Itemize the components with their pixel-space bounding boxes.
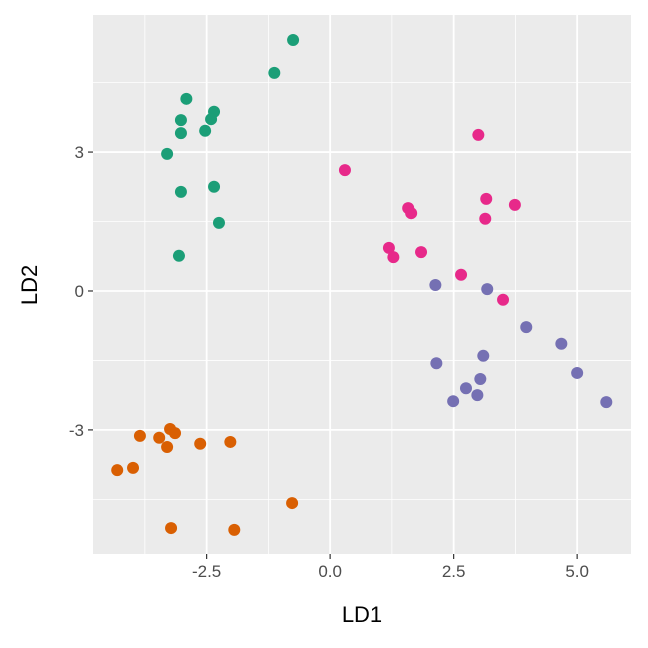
group-purple-point [477, 349, 490, 362]
group-green-point [172, 249, 185, 262]
group-green-point [199, 124, 212, 137]
y-axis-title: LD2 [17, 265, 42, 305]
group-orange-point [127, 461, 140, 474]
x-tick-label: -2.5 [192, 562, 221, 581]
group-magenta-point [338, 164, 351, 177]
group-orange-point [161, 441, 174, 454]
group-magenta-point [508, 198, 521, 211]
group-purple-point [471, 389, 484, 402]
group-green-point [208, 180, 221, 193]
group-orange-point [194, 437, 207, 450]
group-magenta-point [455, 268, 468, 281]
gridlines [93, 15, 631, 554]
group-magenta-point [472, 128, 485, 141]
group-green-point [268, 66, 281, 79]
group-magenta-point [405, 207, 418, 220]
group-orange-point [133, 429, 146, 442]
group-purple-point [447, 395, 460, 408]
group-purple-point [430, 357, 443, 370]
x-tick-label: 2.5 [442, 562, 466, 581]
group-green-point [174, 114, 187, 127]
group-purple-point [600, 396, 613, 409]
group-orange-point [153, 431, 166, 444]
y-tick-label: 0 [75, 282, 84, 301]
group-green-point [180, 92, 193, 105]
group-orange-point [286, 497, 299, 510]
x-axis-title: LD1 [342, 602, 382, 627]
group-magenta-point [387, 251, 400, 264]
group-purple-point [520, 321, 533, 334]
panel-background [93, 15, 631, 554]
group-green-point [205, 113, 218, 126]
group-green-point [161, 147, 174, 160]
group-purple-point [571, 366, 584, 379]
group-orange-point [111, 464, 124, 477]
group-purple-point [429, 278, 442, 291]
group-green-point [212, 216, 225, 229]
x-tick-label: 0.0 [318, 562, 342, 581]
group-orange-point [165, 522, 178, 535]
group-purple-point [481, 283, 494, 296]
group-magenta-point [497, 293, 510, 306]
group-orange-point [228, 523, 241, 536]
group-green-point [174, 185, 187, 198]
x-tick-label: 5.0 [565, 562, 589, 581]
group-magenta-point [479, 212, 492, 225]
group-magenta-point [480, 192, 493, 205]
group-magenta-point [382, 241, 395, 254]
group-purple-point [459, 382, 472, 395]
group-green-point [174, 127, 187, 140]
group-orange-point [224, 435, 237, 448]
y-tick-label: 3 [75, 143, 84, 162]
group-purple-point [555, 337, 568, 350]
group-green-point [287, 34, 300, 47]
y-tick-label: -3 [69, 421, 84, 440]
group-purple-point [474, 372, 487, 385]
axes: -2.5 0.0 2.5 5.0 -3 0 3 [69, 143, 589, 581]
data-points [111, 34, 613, 536]
group-magenta-point [415, 246, 428, 259]
group-orange-point [169, 427, 182, 440]
